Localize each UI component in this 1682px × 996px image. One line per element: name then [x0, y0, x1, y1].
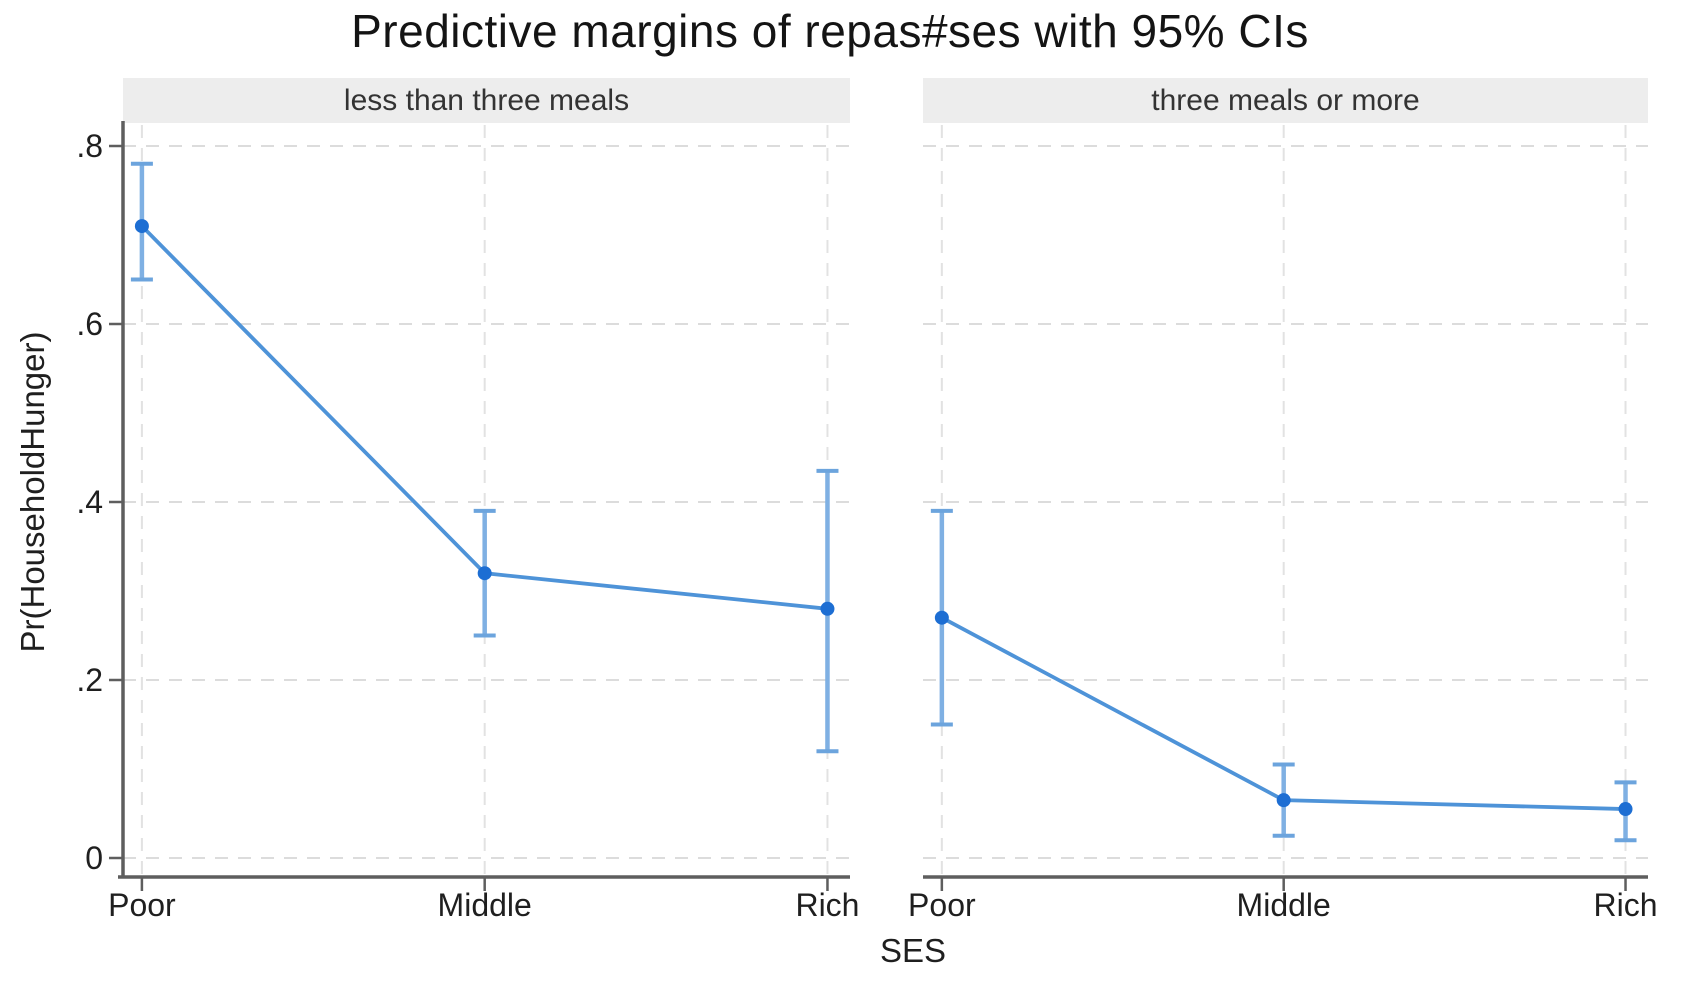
data-point-marker	[1618, 802, 1633, 817]
data-point-marker	[134, 219, 149, 234]
x-tick-label: Poor	[108, 887, 176, 923]
data-point-marker	[477, 566, 492, 581]
data-point-marker	[1276, 793, 1291, 808]
x-tick-label: Middle	[1237, 887, 1331, 923]
x-tick-label: Poor	[908, 887, 976, 923]
x-axis-label: SES	[879, 932, 947, 969]
x-tick-label: Middle	[438, 887, 532, 923]
x-tick-label: Rich	[795, 887, 859, 923]
y-tick-label: .6	[76, 306, 103, 342]
y-tick-label: .8	[76, 128, 103, 164]
x-tick-label: Rich	[1594, 887, 1658, 923]
panel-header-three-meals-or-more: three meals or more	[923, 78, 1648, 123]
data-point-marker	[820, 601, 835, 616]
data-point-marker	[934, 610, 949, 625]
chart-title: Predictive margins of repas#ses with 95%…	[351, 5, 1309, 57]
y-tick-label: .2	[76, 662, 103, 698]
y-tick-label: 0	[85, 840, 103, 876]
y-tick-label: .4	[76, 484, 103, 520]
panel-header-less-than-three-meals: less than three meals	[123, 78, 850, 123]
